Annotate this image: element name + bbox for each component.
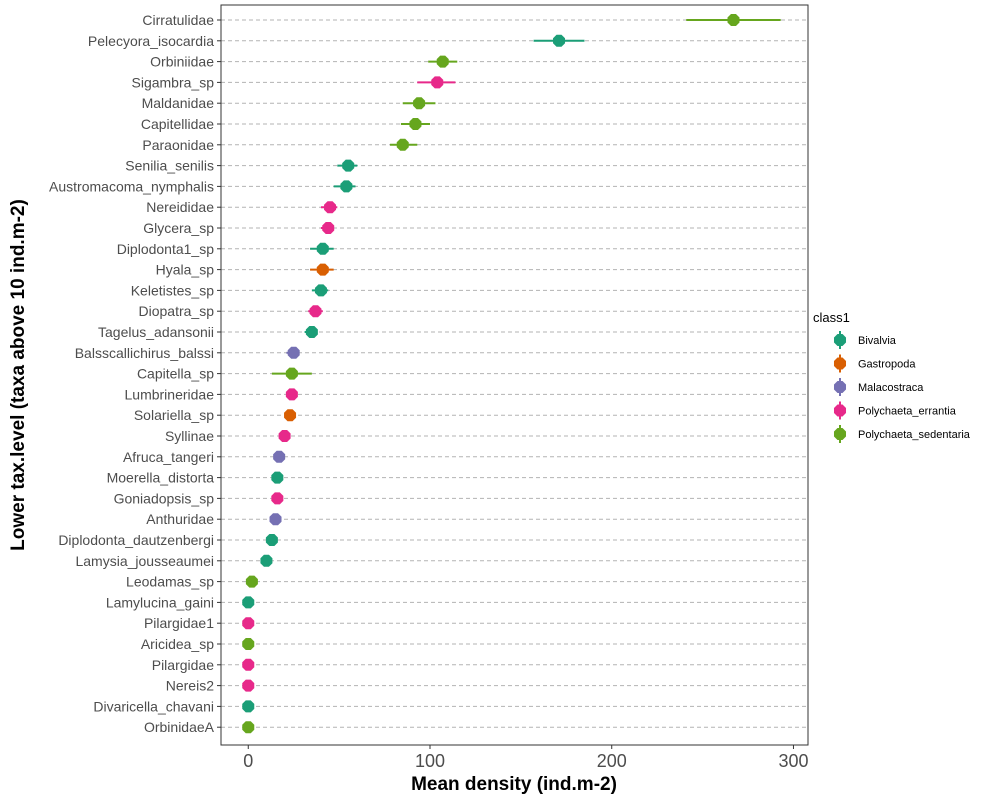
y-tick-label: Pilargidae1 (144, 615, 214, 631)
data-point (324, 201, 337, 214)
data-point (242, 721, 255, 734)
data-point (242, 658, 255, 671)
data-point (316, 263, 329, 276)
y-tick-label: Orbiniidae (150, 54, 214, 70)
y-axis-title: Lower tax.level (taxa above 10 ind.m-2) (8, 199, 29, 551)
legend-key-point (833, 427, 847, 441)
data-point (269, 513, 282, 526)
data-point (322, 221, 335, 235)
data-point (727, 13, 740, 27)
data-point (278, 429, 291, 443)
y-tick-label: OrbinidaeA (144, 719, 215, 735)
legend-key-point (833, 333, 847, 347)
y-tick-label: Solariella_sp (134, 407, 214, 423)
y-tick-label: Glycera_sp (143, 220, 214, 236)
data-point (242, 700, 255, 713)
y-axis-ticks: Cirratulidae Pelecyora_isocardia Orbiniida… (49, 12, 221, 735)
data-point (305, 325, 318, 339)
data-point (314, 284, 327, 297)
y-tick-label: Leodamas_sp (126, 574, 214, 590)
data-point (260, 554, 273, 567)
legend-label: Bivalvia (858, 335, 897, 347)
x-axis-ticks: 0 100 200 300 (243, 745, 808, 771)
y-tick-label: Diopatra_sp (139, 303, 215, 319)
legend-key-point (833, 380, 847, 394)
y-tick-label: Paraonidae (142, 137, 214, 153)
y-tick-label: Cirratulidae (142, 12, 214, 28)
data-point (316, 242, 329, 255)
data-point (287, 346, 300, 359)
data-point (265, 533, 278, 547)
y-tick-label: Senilia_senilis (125, 158, 214, 174)
legend-key-point (833, 404, 847, 417)
y-tick-label: Afruca_tangeri (123, 449, 214, 465)
legend-label: Polychaeta_errantia (858, 406, 957, 418)
data-point (340, 180, 353, 193)
data-point (553, 34, 566, 47)
data-point (271, 471, 284, 484)
y-tick-label: Divaricella_chavani (93, 698, 214, 714)
y-tick-label: Syllinae (165, 428, 214, 444)
data-point (284, 409, 297, 422)
data-point (309, 305, 322, 318)
data-point (431, 76, 444, 89)
x-tick-label: 200 (597, 751, 627, 771)
y-tick-label: Capitellidae (141, 116, 214, 132)
data-point (285, 367, 298, 380)
data-point (273, 450, 286, 463)
y-tick-label: Pelecyora_isocardia (88, 33, 214, 49)
data-point (242, 617, 255, 630)
data-point (396, 138, 409, 151)
data-point (245, 575, 258, 588)
legend-label: Gastropoda (858, 359, 916, 371)
y-tick-label: Hyala_sp (156, 262, 215, 278)
x-tick-label: 0 (243, 751, 253, 771)
y-tick-label: Anthuridae (146, 511, 214, 527)
y-tick-label: Balsscallichirus_balssi (75, 345, 214, 361)
data-points (242, 13, 740, 734)
legend-item: Polychaeta_errantia (833, 401, 957, 420)
legend-key-point (833, 357, 847, 370)
y-tick-label: Tagelus_adansonii (98, 324, 214, 340)
data-point (436, 55, 449, 68)
y-tick-label: Lumbrineridae (125, 386, 215, 402)
legend-label: Polychaeta_sedentaria (858, 429, 971, 441)
legend-item: Bivalvia (833, 331, 897, 349)
y-tick-label: Sigambra_sp (132, 74, 215, 90)
y-tick-label: Nereis2 (166, 678, 214, 694)
y-tick-label: Lamysia_jousseaumei (75, 553, 214, 569)
y-tick-label: Aricidea_sp (141, 636, 214, 652)
x-tick-label: 300 (778, 751, 808, 771)
y-tick-label: Lamylucina_gaini (106, 594, 214, 610)
data-point (242, 637, 255, 651)
data-point (285, 388, 298, 401)
legend-label: Malacostraca (858, 382, 924, 394)
x-axis-title: Mean density (ind.m-2) (411, 774, 617, 795)
data-point (242, 679, 255, 692)
y-tick-label: Moerella_distorta (107, 470, 215, 486)
y-tick-label: Pilargidae (152, 657, 214, 673)
data-point (342, 159, 355, 172)
data-point (242, 596, 255, 609)
y-tick-label: Keletistes_sp (131, 282, 214, 298)
legend: class1 Bivalvia Gastropoda Malacostraca Pol… (813, 310, 971, 443)
y-tick-label: Diplodonta1_sp (117, 241, 215, 257)
y-tick-label: Maldanidae (142, 95, 215, 111)
y-tick-label: Capitella_sp (137, 366, 214, 382)
data-point (413, 97, 426, 110)
legend-item: Gastropoda (833, 354, 916, 373)
y-tick-label: Austromacoma_nymphalis (49, 178, 214, 194)
legend-item: Malacostraca (833, 378, 924, 396)
data-point (271, 492, 284, 505)
y-tick-label: Goniadopsis_sp (114, 490, 215, 506)
y-tick-label: Nereididae (146, 199, 214, 215)
plot-panel-border (220, 4, 809, 746)
x-tick-label: 100 (415, 751, 445, 771)
legend-title: class1 (813, 310, 850, 325)
legend-item: Polychaeta_sedentaria (833, 425, 971, 443)
data-point (409, 117, 422, 131)
y-tick-label: Diplodonta_dautzenbergi (58, 532, 214, 548)
